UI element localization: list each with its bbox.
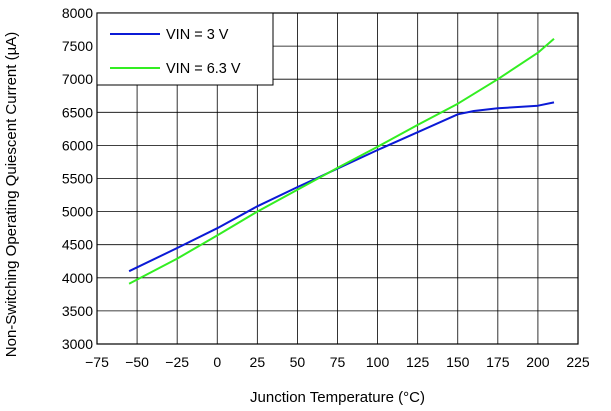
y-tick-label: 5500 xyxy=(62,171,93,187)
x-tick-label: 25 xyxy=(250,354,266,370)
y-tick-label: 4000 xyxy=(62,270,93,286)
plot-frame xyxy=(96,12,579,345)
x-tick-label: 125 xyxy=(406,354,430,370)
y-tick-label: 6500 xyxy=(62,104,93,120)
legend: VIN = 3 V VIN = 6.3 V xyxy=(96,12,274,86)
series-line-vin-6-3v xyxy=(128,38,555,285)
legend-label-vin-6-3v: VIN = 6.3 V xyxy=(166,61,241,77)
x-tick-labels: −75 −50 −25 0 25 50 75 100 125 150 175 200 225 xyxy=(85,354,590,370)
x-tick-label: 75 xyxy=(330,354,346,370)
series-line-vin-3v xyxy=(128,101,555,273)
y-axis-title: Non-Switching Operating Quiescent Curren… xyxy=(3,32,20,357)
y-tick-label: 5000 xyxy=(62,204,93,220)
x-tick-label: −75 xyxy=(85,354,109,370)
y-tick-label: 3000 xyxy=(62,336,93,352)
legend-box xyxy=(96,12,274,86)
x-tick-label: 225 xyxy=(566,354,590,370)
y-tick-label: 7000 xyxy=(62,71,93,87)
y-tick-label: 3500 xyxy=(62,303,93,319)
x-tick-label: 100 xyxy=(366,354,390,370)
y-tick-label: 7500 xyxy=(62,38,93,54)
x-tick-label: 150 xyxy=(446,354,470,370)
y-tick-labels: 3000 3500 4000 4500 5000 5500 6000 6500 7000 7500… xyxy=(62,5,93,352)
y-tick-label: 8000 xyxy=(62,5,93,21)
x-tick-label: −25 xyxy=(165,354,189,370)
x-axis-title: Junction Temperature (°C) xyxy=(250,389,425,406)
x-tick-label: 175 xyxy=(486,354,510,370)
y-tick-label: 4500 xyxy=(62,237,93,253)
y-tick-label: 6000 xyxy=(62,137,93,153)
x-tick-label: 0 xyxy=(213,354,221,370)
x-tick-label: 200 xyxy=(526,354,550,370)
x-tick-label: −50 xyxy=(125,354,149,370)
x-tick-label: 50 xyxy=(290,354,306,370)
series-lines xyxy=(128,38,555,285)
legend-label-vin-3v: VIN = 3 V xyxy=(166,27,229,43)
